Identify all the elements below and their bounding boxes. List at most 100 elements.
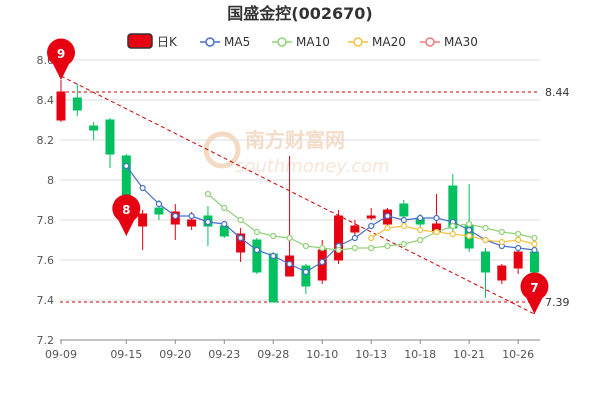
watermark: 南方财富网 southmoney.com <box>203 128 390 177</box>
legend-ma-label: MA30 <box>444 35 478 49</box>
ma-point <box>531 240 538 248</box>
candle-body <box>268 253 278 303</box>
y-tick-label: 7.6 <box>37 254 55 267</box>
candle-body <box>301 265 311 287</box>
ma-point <box>400 216 407 224</box>
x-tick-label: 10-26 <box>502 348 534 361</box>
ma-point <box>498 238 505 246</box>
legend-ma-group: MA5 MA10 MA20 MA30 <box>200 35 478 49</box>
legend-kline-label: 日K <box>157 35 178 49</box>
candle-body <box>497 265 507 281</box>
candle-body <box>72 97 82 111</box>
annotation-pin <box>112 194 141 236</box>
ma-point <box>433 214 440 222</box>
ma-point <box>515 236 522 244</box>
candle-body <box>529 251 539 273</box>
ma-point <box>482 224 489 232</box>
ma-point <box>155 200 163 208</box>
legend-ma-marker <box>277 37 287 47</box>
ma-point <box>237 216 244 224</box>
ma-point <box>400 222 407 230</box>
ma-point <box>466 220 473 228</box>
legend: 日K MA5 MA10 MA20 MA30 <box>127 33 478 49</box>
legend-kline-swatch <box>127 33 153 49</box>
ma-point <box>237 234 244 242</box>
legend-ma-marker <box>205 37 215 47</box>
ma-point <box>139 184 146 192</box>
y-tick-label: 8.4 <box>37 94 55 107</box>
ma-point <box>221 204 228 212</box>
ma-point <box>466 232 473 240</box>
y-tick-label: 7.8 <box>37 214 55 227</box>
legend-ma-label: MA20 <box>372 35 406 49</box>
x-tick-label: 09-15 <box>110 348 142 361</box>
axes: 7.27.47.67.888.28.48.609-09 09-15 09-20 09-… <box>37 54 540 361</box>
ma-point <box>384 224 391 232</box>
ma-point <box>204 218 212 226</box>
ma-point <box>417 236 424 244</box>
candle-body <box>236 233 246 253</box>
annotation-label: 9 <box>57 47 65 61</box>
candle-body <box>219 225 229 237</box>
x-tick-label: 10-21 <box>453 348 485 361</box>
candle-body <box>154 207 164 215</box>
candle-body <box>56 91 66 121</box>
ma-point <box>368 234 375 242</box>
ma-point <box>384 212 391 220</box>
reference-label: 8.44 <box>545 86 570 99</box>
ma-point <box>270 232 277 240</box>
x-tick-label: 09-28 <box>257 348 289 361</box>
ma-point <box>351 244 358 252</box>
annotation-label: 8 <box>122 203 130 217</box>
reference-label: 7.39 <box>545 296 570 309</box>
candle-body <box>187 219 197 227</box>
x-tick-label: 09-09 <box>45 348 77 361</box>
ma-point <box>449 222 456 230</box>
ma-point <box>400 240 407 248</box>
ma-point <box>123 162 130 170</box>
trend-line <box>60 75 535 315</box>
candle-body <box>105 119 115 155</box>
watermark-logo <box>203 131 241 169</box>
legend-ma-label: MA5 <box>224 35 250 49</box>
annotation-pin <box>520 272 549 314</box>
candle-body <box>89 125 99 131</box>
x-tick-label: 09-23 <box>208 348 240 361</box>
ma-point <box>498 228 505 236</box>
candle-body <box>138 213 148 227</box>
ma-line <box>125 165 535 273</box>
ma-point <box>351 234 358 242</box>
ma-point <box>204 190 212 198</box>
annotations: 9 8 7 <box>47 38 549 314</box>
ma-point <box>172 212 179 220</box>
candle-body <box>252 239 262 273</box>
ma-point <box>417 226 424 234</box>
ma-point <box>319 258 326 266</box>
candle-body <box>366 215 376 219</box>
legend-ma-label: MA10 <box>296 35 330 49</box>
legend-ma-marker <box>425 37 435 47</box>
chart-title: 国盛金控(002670) <box>227 4 372 23</box>
ma-point <box>417 214 424 222</box>
ma-point <box>335 246 342 254</box>
ma-point <box>302 242 309 250</box>
candle-body <box>334 215 344 261</box>
ma-point <box>286 260 293 268</box>
y-tick-label: 8 <box>47 174 54 187</box>
candle-body <box>350 225 360 233</box>
watermark-url: southmoney.com <box>235 156 390 177</box>
reference-lines: 8.44 7.39 <box>60 75 570 315</box>
candle-body <box>480 251 490 273</box>
ma-point <box>188 212 195 220</box>
ma-point <box>253 246 261 254</box>
annotation-pin <box>47 38 75 80</box>
moving-averages <box>123 162 538 276</box>
ma-point <box>319 244 326 252</box>
y-tick-label: 7.2 <box>37 334 55 347</box>
ma-point <box>531 234 538 242</box>
annotation-label: 7 <box>530 281 538 295</box>
ma-point <box>368 244 375 252</box>
ma-point <box>253 228 261 236</box>
candle-body <box>399 203 409 217</box>
